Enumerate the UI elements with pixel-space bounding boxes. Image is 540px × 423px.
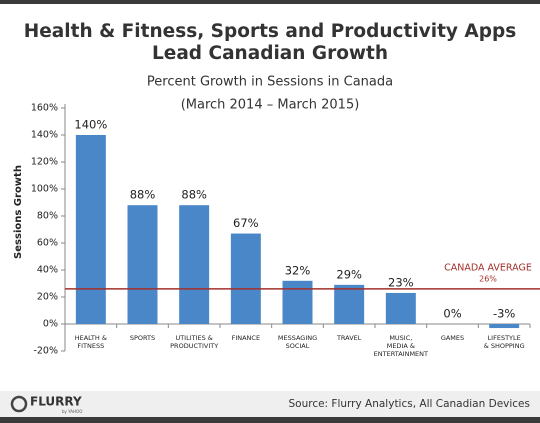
y-tick-label: 60% [37,238,58,249]
value-label: 67% [233,216,259,230]
bottom-stripe [0,417,540,423]
bar [179,205,210,324]
chart-subtitle: Percent Growth in Sessions in Canada [147,75,393,90]
chart-title: Health & Fitness, Sports and Productivit… [24,21,516,64]
value-label: 23% [388,275,414,289]
logo-sub: by YAHOO [62,409,82,414]
bar [385,292,416,324]
bar [127,205,158,324]
value-label: 0% [443,307,461,321]
top-stripe [0,0,540,4]
y-tick-label: 100% [31,184,58,195]
bar [334,284,365,324]
y-tick-label: 40% [37,265,58,276]
average-value: 26% [479,274,497,283]
x-tick-label: HEALTH & FITNESS [75,334,107,350]
x-tick-label: GAMES [441,334,464,342]
y-tick-label: 140% [31,130,58,141]
value-label: 32% [285,263,311,277]
bar [75,135,106,324]
value-label: 88% [130,188,156,202]
x-tick-label: MESSAGING SOCIAL [278,334,317,350]
value-label: 140% [74,118,107,132]
bar [282,280,313,324]
y-tick-label: -20% [33,346,58,357]
x-tick-label: UTILITIES & PRODUCTIVITY [170,334,218,350]
value-label: -3% [493,307,515,321]
x-tick-label: TRAVEL [336,334,362,342]
logo-icon [10,395,28,413]
value-label: 29% [336,267,362,281]
footer [0,391,540,417]
source: Source: Flurry Analytics, All Canadian D… [288,398,530,410]
bar [230,233,261,324]
x-tick-label: FINANCE [232,334,260,342]
logo: FLURRY [30,395,82,409]
x-tick-label: LIFESTYLE & SHOPPING [484,334,525,350]
value-label: 88% [181,188,207,202]
x-tick-label: SPORTS [130,334,155,342]
x-tick-label: MUSIC, MEDIA & ENTERTAINMENT [374,334,428,358]
date-range: (March 2014 – March 2015) [181,98,360,113]
y-tick-label: 20% [37,292,58,303]
average-label: CANADA AVERAGE [444,262,532,273]
y-tick-label: 160% [31,103,58,114]
bar [489,324,520,329]
y-tick-label: 120% [31,157,58,168]
y-tick-label: 80% [37,211,58,222]
y-tick-label: 0% [43,319,58,330]
y-axis-label: Sessions Growth [13,165,24,259]
